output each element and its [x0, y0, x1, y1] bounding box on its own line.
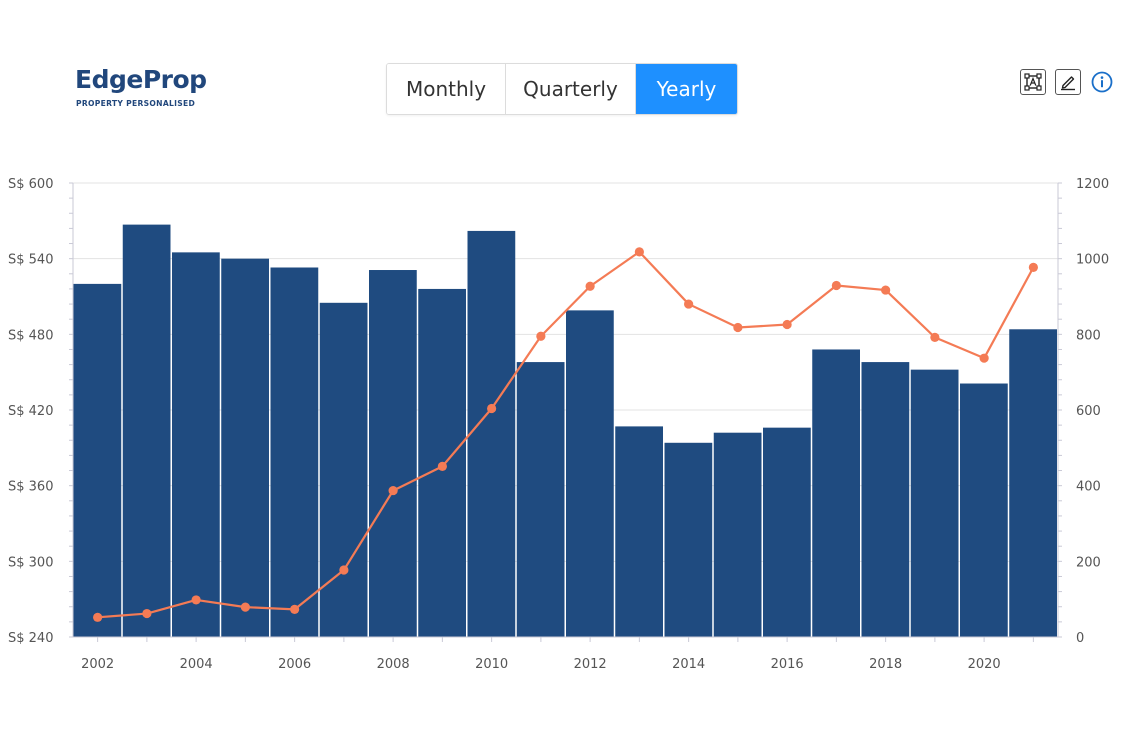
- volume-point-2014: [684, 299, 694, 309]
- left-axis-label: S$ 300: [8, 555, 53, 570]
- x-axis-label-2008: 2008: [377, 657, 410, 672]
- left-axis-label: S$ 600: [8, 177, 53, 192]
- volume-point-2013: [634, 247, 644, 257]
- volume-point-2009: [437, 461, 447, 471]
- logo-name-prop: Prop: [142, 65, 207, 94]
- bar-2008: [369, 270, 417, 637]
- bar-2018: [861, 362, 910, 637]
- volume-point-2012: [585, 281, 595, 291]
- chart-toolbar: [1020, 69, 1114, 95]
- left-axis-label: S$ 360: [8, 480, 53, 495]
- info-icon[interactable]: [1090, 70, 1114, 94]
- bar-2015: [713, 432, 762, 637]
- x-axis-label-2018: 2018: [869, 657, 902, 672]
- volume-point-2021: [1028, 262, 1038, 272]
- x-axis-label-2020: 2020: [968, 657, 1001, 672]
- bar-2012: [566, 310, 614, 637]
- x-axis-label-2006: 2006: [278, 657, 311, 672]
- x-axis-label-2012: 2012: [574, 657, 607, 672]
- bar-2005: [221, 258, 269, 637]
- bar-2021: [1009, 329, 1057, 637]
- monthly-tab[interactable]: Monthly: [387, 64, 505, 114]
- bar-2004: [172, 252, 220, 637]
- volume-point-2004: [191, 595, 201, 605]
- right-axis-label: 0: [1076, 631, 1084, 646]
- volume-point-2007: [339, 565, 349, 575]
- bar-2011: [516, 362, 565, 637]
- left-axis-label: S$ 240: [8, 631, 53, 646]
- right-axis-label: 400: [1076, 480, 1101, 495]
- bar-2019: [910, 369, 959, 637]
- volume-point-2010: [487, 403, 497, 414]
- bar-2016: [763, 427, 811, 637]
- bar-2010: [467, 230, 516, 637]
- right-axis-label: 800: [1076, 328, 1101, 343]
- bar-2006: [270, 267, 319, 637]
- bar-2020: [960, 383, 1008, 637]
- x-axis-label-2010: 2010: [475, 657, 508, 672]
- x-axis-label-2002: 2002: [81, 657, 114, 672]
- x-axis-label-2014: 2014: [672, 657, 705, 672]
- volume-point-2019: [930, 332, 940, 342]
- volume-point-2003: [142, 608, 152, 619]
- volume-point-2016: [782, 319, 792, 330]
- left-axis-label: S$ 540: [8, 253, 53, 268]
- bar-2013: [615, 426, 663, 637]
- right-axis-label: 1200: [1076, 177, 1109, 192]
- volume-point-2017: [831, 280, 841, 291]
- x-axis-label-2016: 2016: [771, 657, 804, 672]
- quarterly-tab[interactable]: Quarterly: [505, 64, 635, 114]
- volume-point-2002: [93, 612, 103, 622]
- volume-point-2005: [240, 602, 250, 612]
- left-axis-label: S$ 480: [8, 328, 53, 343]
- bar-2003: [122, 224, 171, 637]
- edgeprop-logo: EdgeProp PROPERTY PERSONALISED: [75, 64, 210, 114]
- volume-point-2011: [536, 331, 546, 341]
- volume-point-2020: [979, 353, 989, 363]
- volume-point-2015: [733, 322, 743, 333]
- bar-2014: [664, 442, 713, 637]
- right-axis-label: 200: [1076, 555, 1101, 570]
- edit-icon[interactable]: [1055, 69, 1081, 95]
- right-axis-label: 600: [1076, 404, 1101, 419]
- select-area-icon[interactable]: [1020, 69, 1046, 95]
- volume-point-2018: [881, 285, 891, 295]
- right-axis-label: 1000: [1076, 253, 1109, 268]
- x-axis-label-2004: 2004: [180, 657, 213, 672]
- bar-2007: [319, 302, 368, 637]
- bar-2002: [73, 283, 122, 637]
- bar-2017: [812, 349, 860, 637]
- logo-wordmark: EdgeProp: [75, 64, 207, 96]
- logo-name-edge: Edge: [75, 65, 143, 94]
- period-toggle: Monthly Quarterly Yearly: [386, 63, 738, 115]
- yearly-tab[interactable]: Yearly: [635, 64, 737, 114]
- volume-point-2006: [290, 604, 300, 614]
- volume-line: [97, 250, 1035, 619]
- volume-point-2008: [388, 485, 398, 496]
- logo-tagline: PROPERTY PERSONALISED: [76, 99, 196, 108]
- left-axis-label: S$ 420: [8, 404, 53, 419]
